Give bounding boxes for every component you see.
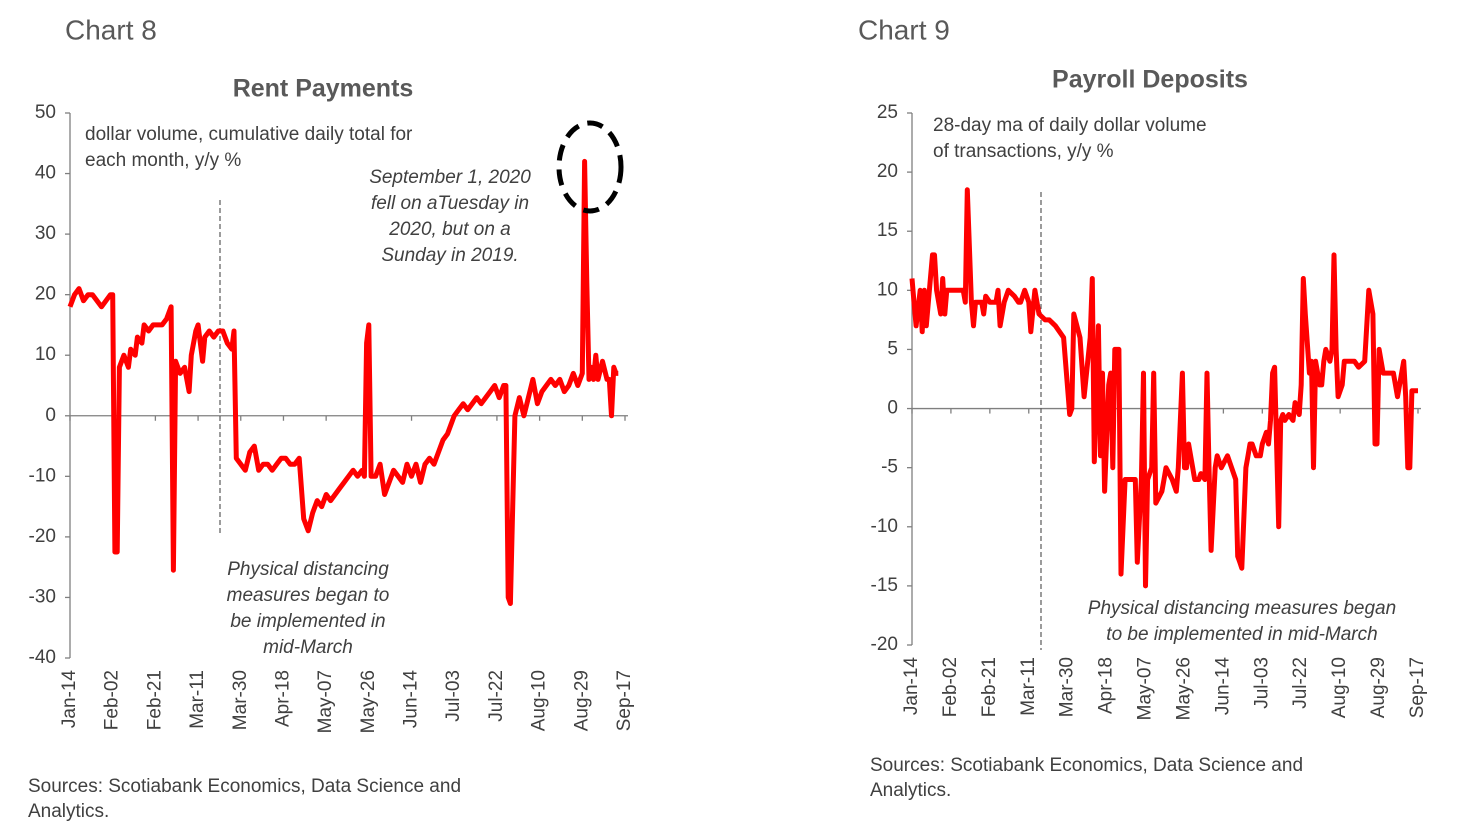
annotation: Physical distancing <box>227 559 389 580</box>
chart-heading: Chart 8 <box>65 14 157 45</box>
x-tick-label: Mar-11 <box>1018 657 1039 716</box>
source-note: Sources: Scotiabank Economics, Data Scie… <box>28 776 461 797</box>
source-note: Sources: Scotiabank Economics, Data Scie… <box>870 755 1303 776</box>
y-tick-label: -10 <box>871 516 898 537</box>
annotation: each month, y/y % <box>85 150 241 171</box>
x-tick-label: Feb-21 <box>144 670 165 730</box>
x-tick-label: Jul-22 <box>486 670 507 722</box>
x-tick-label: Apr-18 <box>1096 657 1117 714</box>
y-tick-label: 20 <box>35 284 56 305</box>
x-tick-label: Feb-02 <box>102 670 123 730</box>
x-tick-label: Jan-14 <box>59 670 80 729</box>
y-tick-label: -30 <box>29 586 56 607</box>
x-tick-label: Feb-02 <box>940 657 961 717</box>
y-tick-label: 15 <box>877 220 898 241</box>
annotation: 28-day ma of daily dollar volume <box>933 115 1207 136</box>
data-line <box>909 187 1418 589</box>
y-tick-label: -40 <box>29 647 56 668</box>
annotation: Physical distancing measures began <box>1088 598 1396 619</box>
y-tick-label: 25 <box>877 102 898 123</box>
chart-heading: Chart 9 <box>858 14 950 45</box>
x-tick-label: May-26 <box>1173 657 1194 720</box>
source-note: Analytics. <box>28 801 109 822</box>
x-tick-label: May-07 <box>1135 657 1156 720</box>
highlight-circle <box>556 120 624 214</box>
x-tick-label: Jul-03 <box>443 670 464 722</box>
x-tick-label: Jul-03 <box>1251 657 1272 709</box>
x-tick-label: Mar-30 <box>1057 657 1078 717</box>
x-tick-label: Feb-21 <box>979 657 1000 717</box>
data-line <box>67 158 619 606</box>
y-tick-label: -10 <box>29 465 56 486</box>
y-tick-label: 50 <box>35 102 56 123</box>
x-tick-label: Aug-29 <box>1368 657 1389 718</box>
annotation: September 1, 2020 <box>369 167 531 188</box>
annotation: measures began to <box>227 585 390 606</box>
x-tick-label: May-07 <box>315 670 336 733</box>
annotation: of transactions, y/y % <box>933 141 1114 162</box>
x-tick-label: Mar-11 <box>187 670 208 729</box>
annotation: to be implemented in mid-March <box>1106 624 1377 645</box>
x-tick-label: Jun-14 <box>401 670 422 729</box>
x-tick-label: May-26 <box>358 670 379 733</box>
y-tick-label: 0 <box>45 405 56 426</box>
x-tick-label: Aug-10 <box>1329 657 1350 718</box>
x-tick-label: Mar-30 <box>230 670 251 730</box>
source-note: Analytics. <box>870 780 951 801</box>
x-tick-label: Sep-17 <box>1407 657 1428 718</box>
x-tick-label: Aug-10 <box>529 670 550 731</box>
y-tick-label: 0 <box>887 398 898 419</box>
chart-title: Rent Payments <box>233 75 414 103</box>
y-tick-label: -20 <box>29 526 56 547</box>
x-tick-label: Aug-29 <box>571 670 592 731</box>
annotation: 2020, but on a <box>388 219 511 240</box>
chart-title: Payroll Deposits <box>1052 66 1248 94</box>
x-tick-label: Sep-17 <box>614 670 635 731</box>
y-tick-label: 10 <box>877 279 898 300</box>
y-tick-label: -5 <box>881 457 898 478</box>
x-tick-label: Jun-14 <box>1212 657 1233 716</box>
annotation: be implemented in <box>230 611 385 632</box>
y-tick-label: -20 <box>871 634 898 655</box>
annotation: dollar volume, cumulative daily total fo… <box>85 124 413 145</box>
annotation: mid-March <box>263 637 353 658</box>
y-tick-label: 10 <box>35 344 56 365</box>
x-tick-label: Apr-18 <box>272 670 293 727</box>
y-tick-label: 5 <box>887 338 898 359</box>
x-tick-label: Jan-14 <box>901 657 922 716</box>
x-tick-label: Jul-22 <box>1290 657 1311 709</box>
annotation: Sunday in 2019. <box>381 245 518 266</box>
y-tick-label: 20 <box>877 161 898 182</box>
y-tick-label: 30 <box>35 223 56 244</box>
y-tick-label: -15 <box>871 575 898 596</box>
y-tick-label: 40 <box>35 163 56 184</box>
annotation: fell on aTuesday in <box>371 193 529 214</box>
